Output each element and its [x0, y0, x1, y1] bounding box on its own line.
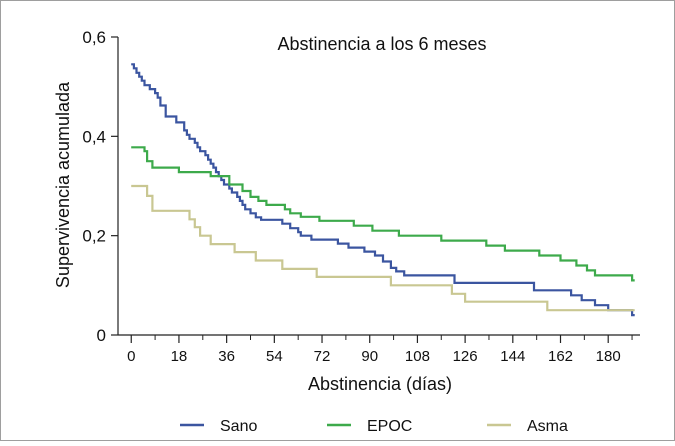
y-tick-label: 0,2	[82, 227, 106, 246]
x-tick-label: 18	[171, 348, 188, 365]
series-lines	[131, 63, 635, 317]
chart-title: Abstinencia a los 6 meses	[277, 34, 486, 54]
series-epoc-line	[131, 146, 635, 282]
legend-label-asma: Asma	[527, 418, 568, 435]
x-tick-label: 180	[596, 348, 621, 365]
axes: 0 0,2 0,4 0,6 0 18 36 54 72 90 108 126 144 162 180	[82, 28, 640, 365]
x-axis-label: Abstinencia (días)	[308, 374, 452, 394]
x-tick-label: 126	[453, 348, 478, 365]
y-tick-label: 0,6	[82, 28, 106, 47]
x-tick-label: 72	[314, 348, 331, 365]
x-tick-label: 0	[127, 348, 135, 365]
y-tick-label: 0	[97, 326, 106, 345]
x-tick-label: 144	[500, 348, 525, 365]
x-tick-label: 90	[361, 348, 378, 365]
y-axis-label: Supervivencia acumulada	[53, 81, 73, 288]
x-tick-label: 36	[218, 348, 235, 365]
x-tick-label: 54	[266, 348, 283, 365]
legend: Sano EPOC Asma	[180, 418, 568, 435]
series-asma-line	[131, 184, 635, 312]
y-tick-label: 0,4	[82, 127, 106, 146]
legend-label-sano: Sano	[220, 418, 257, 435]
x-tick-label: 162	[548, 348, 573, 365]
legend-label-epoc: EPOC	[367, 418, 412, 435]
series-sano-line	[131, 63, 635, 317]
x-tick-label: 108	[405, 348, 430, 365]
